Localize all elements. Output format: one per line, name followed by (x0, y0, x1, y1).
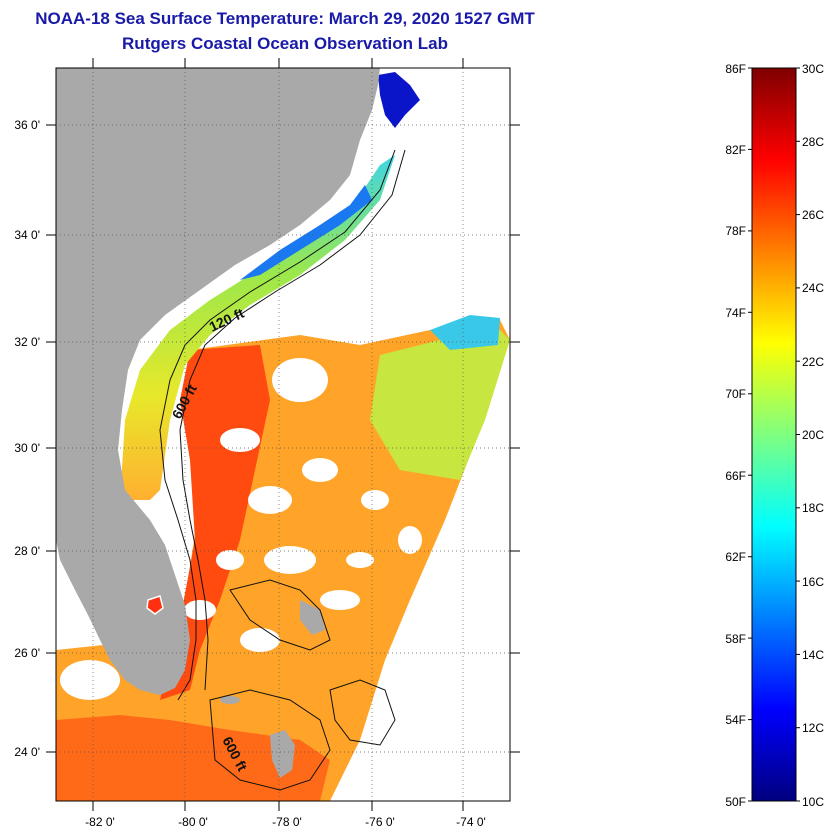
f-ticks (748, 67, 752, 802)
c-tick-label: 14C (802, 648, 824, 662)
lat-label: 36 0' (14, 118, 40, 132)
c-tick-label: 26C (802, 208, 824, 222)
f-tick-label: 58F (725, 632, 746, 646)
colorbar-gradient (751, 67, 797, 802)
lat-label: 28 0' (14, 544, 40, 558)
f-tick-label: 74F (725, 306, 746, 320)
axis-ticks (46, 58, 520, 811)
c-tick-label: 24C (802, 281, 824, 295)
lon-label: -78 0' (272, 815, 302, 829)
map-title: NOAA-18 Sea Surface Temperature: March 2… (35, 9, 535, 28)
c-tick-label: 20C (802, 428, 824, 442)
c-tick-label: 16C (802, 575, 824, 589)
f-tick-label: 82F (725, 143, 746, 157)
coastal-blue-water (240, 185, 372, 280)
f-tick-label: 50F (725, 795, 746, 809)
offshore-cool-water (370, 330, 510, 480)
lat-label: 34 0' (14, 228, 40, 242)
c-tick-label: 22C (802, 355, 824, 369)
c-tick-label: 12C (802, 721, 824, 735)
offshore-cyan-patch (430, 315, 500, 350)
f-tick-label: 62F (725, 550, 746, 564)
land-bahamas (220, 600, 325, 778)
cloud-patches (60, 358, 422, 700)
lat-label: 26 0' (14, 646, 40, 660)
land-us-southeast (56, 68, 380, 695)
lat-label: 32 0' (14, 335, 40, 349)
c-tick-label: 10C (802, 795, 824, 809)
c-ticks (796, 67, 800, 802)
lon-label: -74 0' (456, 815, 486, 829)
f-tick-label: 54F (725, 713, 746, 727)
pamlico-sound-cold (378, 72, 420, 128)
shelf-water (120, 155, 395, 500)
lon-label: -76 0' (365, 815, 395, 829)
lon-label: -82 0' (85, 815, 115, 829)
f-tick-label: 70F (725, 387, 746, 401)
c-tick-label: 30C (802, 62, 824, 76)
southern-warm-water (56, 715, 330, 801)
f-tick-label: 66F (725, 469, 746, 483)
c-tick-label: 18C (802, 501, 824, 515)
f-tick-label: 78F (725, 224, 746, 238)
lat-label: 30 0' (14, 441, 40, 455)
map-subtitle: Rutgers Coastal Ocean Observation Lab (122, 34, 448, 53)
lat-label: 24 0' (14, 745, 40, 759)
map-frame (55, 67, 511, 802)
f-tick-label: 86F (725, 62, 746, 76)
lake-okeechobee (146, 595, 164, 615)
lon-label: -80 0' (178, 815, 208, 829)
c-tick-label: 28C (802, 135, 824, 149)
depth-contours (159, 149, 406, 791)
